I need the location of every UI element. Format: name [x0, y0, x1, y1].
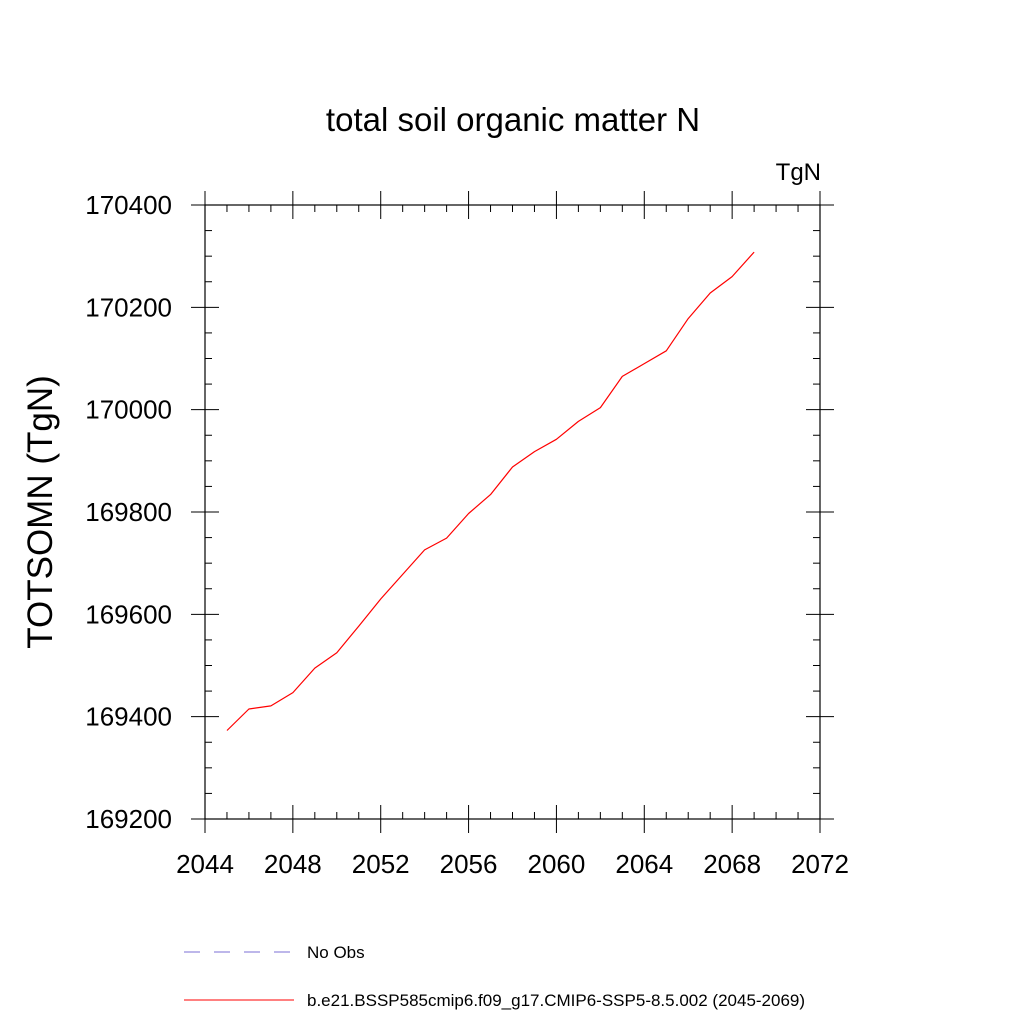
series-layer: [226, 251, 755, 731]
y-tick-label: 169400: [85, 702, 172, 732]
plot-frame: [204, 204, 821, 820]
x-tick-label: 2044: [176, 849, 234, 879]
y-tick-label: 170200: [85, 292, 172, 322]
x-tick-label: 2060: [528, 849, 586, 879]
x-axis-ticks: [204, 191, 821, 833]
x-tick-label: 2068: [703, 849, 761, 879]
y-tick-label: 170000: [85, 395, 172, 425]
x-tick-label: 2056: [440, 849, 498, 879]
chart-title: total soil organic matter N: [326, 101, 700, 138]
x-tick-label: 2064: [615, 849, 673, 879]
y-tick-label: 169600: [85, 599, 172, 629]
y-tick-label: 169800: [85, 497, 172, 527]
x-axis-tick-labels: 2044 2048 2052 2056 2060 2064 2068 2072: [176, 849, 849, 879]
y-tick-label: 169200: [85, 804, 172, 834]
y-axis-label: TOTSOMN (TgN): [21, 375, 60, 649]
legend: No Obs b.e21.BSSP585cmip6.f09_g17.CMIP6-…: [184, 943, 805, 1010]
x-tick-label: 2072: [791, 849, 849, 879]
y-axis-ticks: [191, 204, 834, 820]
legend-label-no-obs: No Obs: [307, 943, 365, 962]
x-tick-label: 2048: [264, 849, 322, 879]
x-tick-label: 2052: [352, 849, 410, 879]
legend-label-model-run: b.e21.BSSP585cmip6.f09_g17.CMIP6-SSP5-8.…: [307, 991, 805, 1010]
y-axis-tick-labels: 169200 169400 169600 169800 170000 170200 1704…: [85, 190, 172, 834]
units-label: TgN: [776, 159, 821, 186]
y-tick-label: 170400: [85, 190, 172, 220]
series-line-0: [226, 251, 755, 731]
